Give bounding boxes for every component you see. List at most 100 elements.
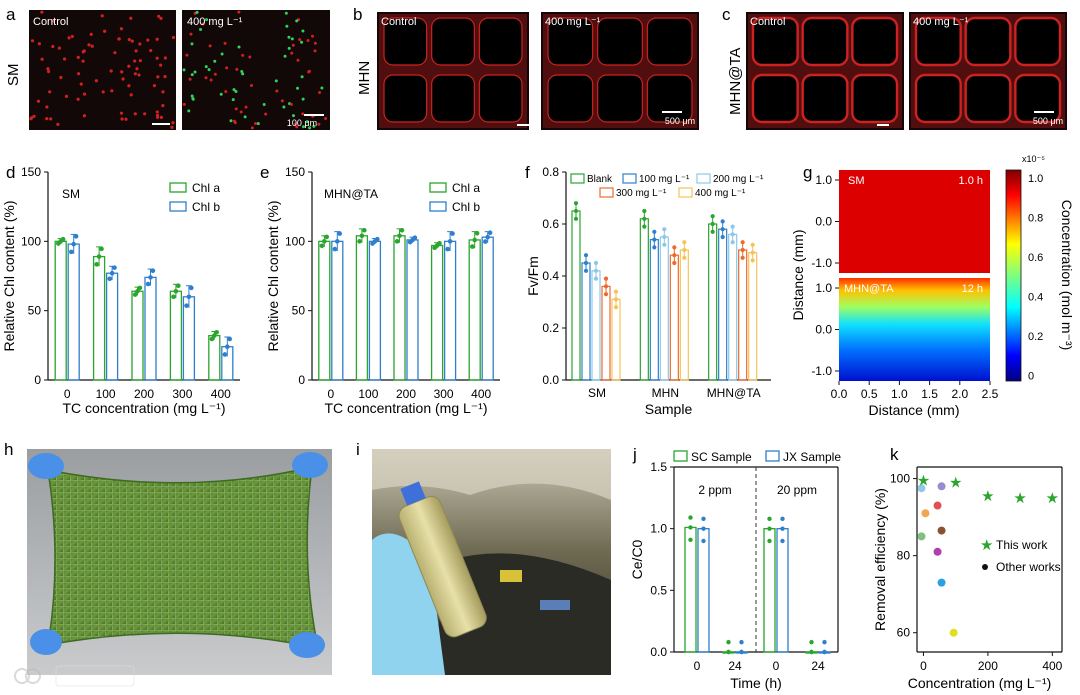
algae-cell xyxy=(240,70,244,74)
data-point xyxy=(109,270,115,276)
panel-letter: b xyxy=(353,5,362,24)
x-tick-label: 300 xyxy=(172,387,192,401)
algae-cell xyxy=(219,92,223,96)
algae-cell xyxy=(127,38,131,42)
chart-title: SM xyxy=(62,187,80,201)
legend-swatch xyxy=(678,187,693,198)
legend-swatch xyxy=(169,201,187,212)
algae-cell xyxy=(163,56,167,60)
data-point xyxy=(319,243,325,249)
data-point xyxy=(189,285,194,291)
legend-label: Chl a xyxy=(452,181,480,195)
data-point xyxy=(322,239,327,244)
bar xyxy=(208,334,221,381)
data-point-other xyxy=(937,482,946,491)
data-point xyxy=(682,255,687,260)
data-point xyxy=(767,538,772,544)
algae-cell xyxy=(231,98,235,102)
mesh-hole xyxy=(914,73,962,124)
data-point xyxy=(726,639,731,645)
bar xyxy=(679,249,689,381)
algae-cell xyxy=(37,42,41,46)
data-point-this-work: ★ xyxy=(949,474,962,491)
algae-cell xyxy=(155,37,159,41)
algae-cell xyxy=(307,70,311,74)
x-tick-label: 0 xyxy=(327,387,334,401)
data-point xyxy=(662,242,667,247)
data-point xyxy=(682,247,687,253)
data-point xyxy=(662,227,667,232)
algae-cell xyxy=(161,90,165,94)
algae-cell xyxy=(82,92,87,96)
algae-cell xyxy=(199,28,203,32)
mesh-hole xyxy=(964,73,1012,124)
algae-cell xyxy=(290,51,294,55)
y-tick-label: 0.6 xyxy=(542,217,559,231)
data-point xyxy=(688,537,693,542)
panel-letter: i xyxy=(356,440,360,459)
algae-cell xyxy=(133,72,137,76)
mesh-hole xyxy=(914,16,962,67)
panel-b: b MHN Control 400 mg L⁻¹ 500 μm xyxy=(353,5,699,130)
mesh-micrograph-control xyxy=(377,12,529,130)
data-point xyxy=(184,303,189,308)
data-point xyxy=(69,249,74,255)
algae-cell xyxy=(135,67,139,71)
algae-cell xyxy=(171,35,176,40)
algae-cell xyxy=(290,37,294,41)
data-point xyxy=(726,649,731,655)
algae-cell xyxy=(306,39,310,43)
map-label: MHN@TA xyxy=(844,283,894,295)
algae-cell xyxy=(109,69,113,73)
map-label: SM xyxy=(848,175,865,187)
algae-cell xyxy=(120,117,124,121)
bar xyxy=(581,262,591,381)
bar xyxy=(601,285,611,381)
x-tick-label: 24 xyxy=(811,659,825,673)
legend-label: Chl b xyxy=(192,200,220,214)
algae-cell xyxy=(264,112,268,116)
mesh-hole xyxy=(547,17,594,66)
algae-cell xyxy=(188,77,192,81)
data-point xyxy=(750,242,755,247)
x-tick-label: 400 xyxy=(1042,659,1062,673)
algae-cell xyxy=(62,57,67,61)
data-point-other xyxy=(921,509,930,518)
mesh-hole xyxy=(1014,16,1062,67)
data-point xyxy=(573,208,579,214)
algae-cell xyxy=(318,90,322,94)
data-point xyxy=(71,241,76,247)
data-point xyxy=(720,234,725,240)
data-point xyxy=(780,526,785,531)
water-surface xyxy=(372,449,611,500)
data-point xyxy=(399,227,405,233)
data-point xyxy=(701,526,706,531)
algae-cell xyxy=(155,115,160,119)
legend-swatch xyxy=(599,187,614,198)
heatmap-mhn-ta xyxy=(839,278,990,381)
y-tick-label: 0.0 xyxy=(650,645,667,659)
legend-swatch xyxy=(429,182,447,193)
algae-cell xyxy=(223,41,227,45)
scale-bar-label: 500 μm xyxy=(665,116,695,126)
algae-cell xyxy=(248,55,252,59)
colorbar-label: Concentration (mol m⁻³) xyxy=(1059,200,1075,351)
x-tick-label: 0.5 xyxy=(861,387,878,401)
data-point xyxy=(573,216,579,221)
micrograph-treated xyxy=(182,10,330,130)
algae-cell xyxy=(204,65,208,69)
map-time: 12 h xyxy=(962,283,983,295)
algae-cell xyxy=(213,72,217,76)
algae-cell xyxy=(250,84,254,88)
image-label-control: Control xyxy=(750,16,785,28)
image-label-control: Control xyxy=(381,16,416,28)
algae-cell xyxy=(129,16,133,20)
data-point xyxy=(94,262,99,267)
y-axis-label: Distance (mm) xyxy=(790,229,806,320)
chart-g: g SM 1.0 h MHN@TA 12 h 1.0 0.0 -1.0 1.0 0.0 -1.0 0.… xyxy=(790,154,1075,418)
mesh-hole xyxy=(597,74,643,123)
y-tick-label: 1.5 xyxy=(650,460,667,474)
data-point xyxy=(767,526,772,531)
algae-cell xyxy=(127,84,131,88)
